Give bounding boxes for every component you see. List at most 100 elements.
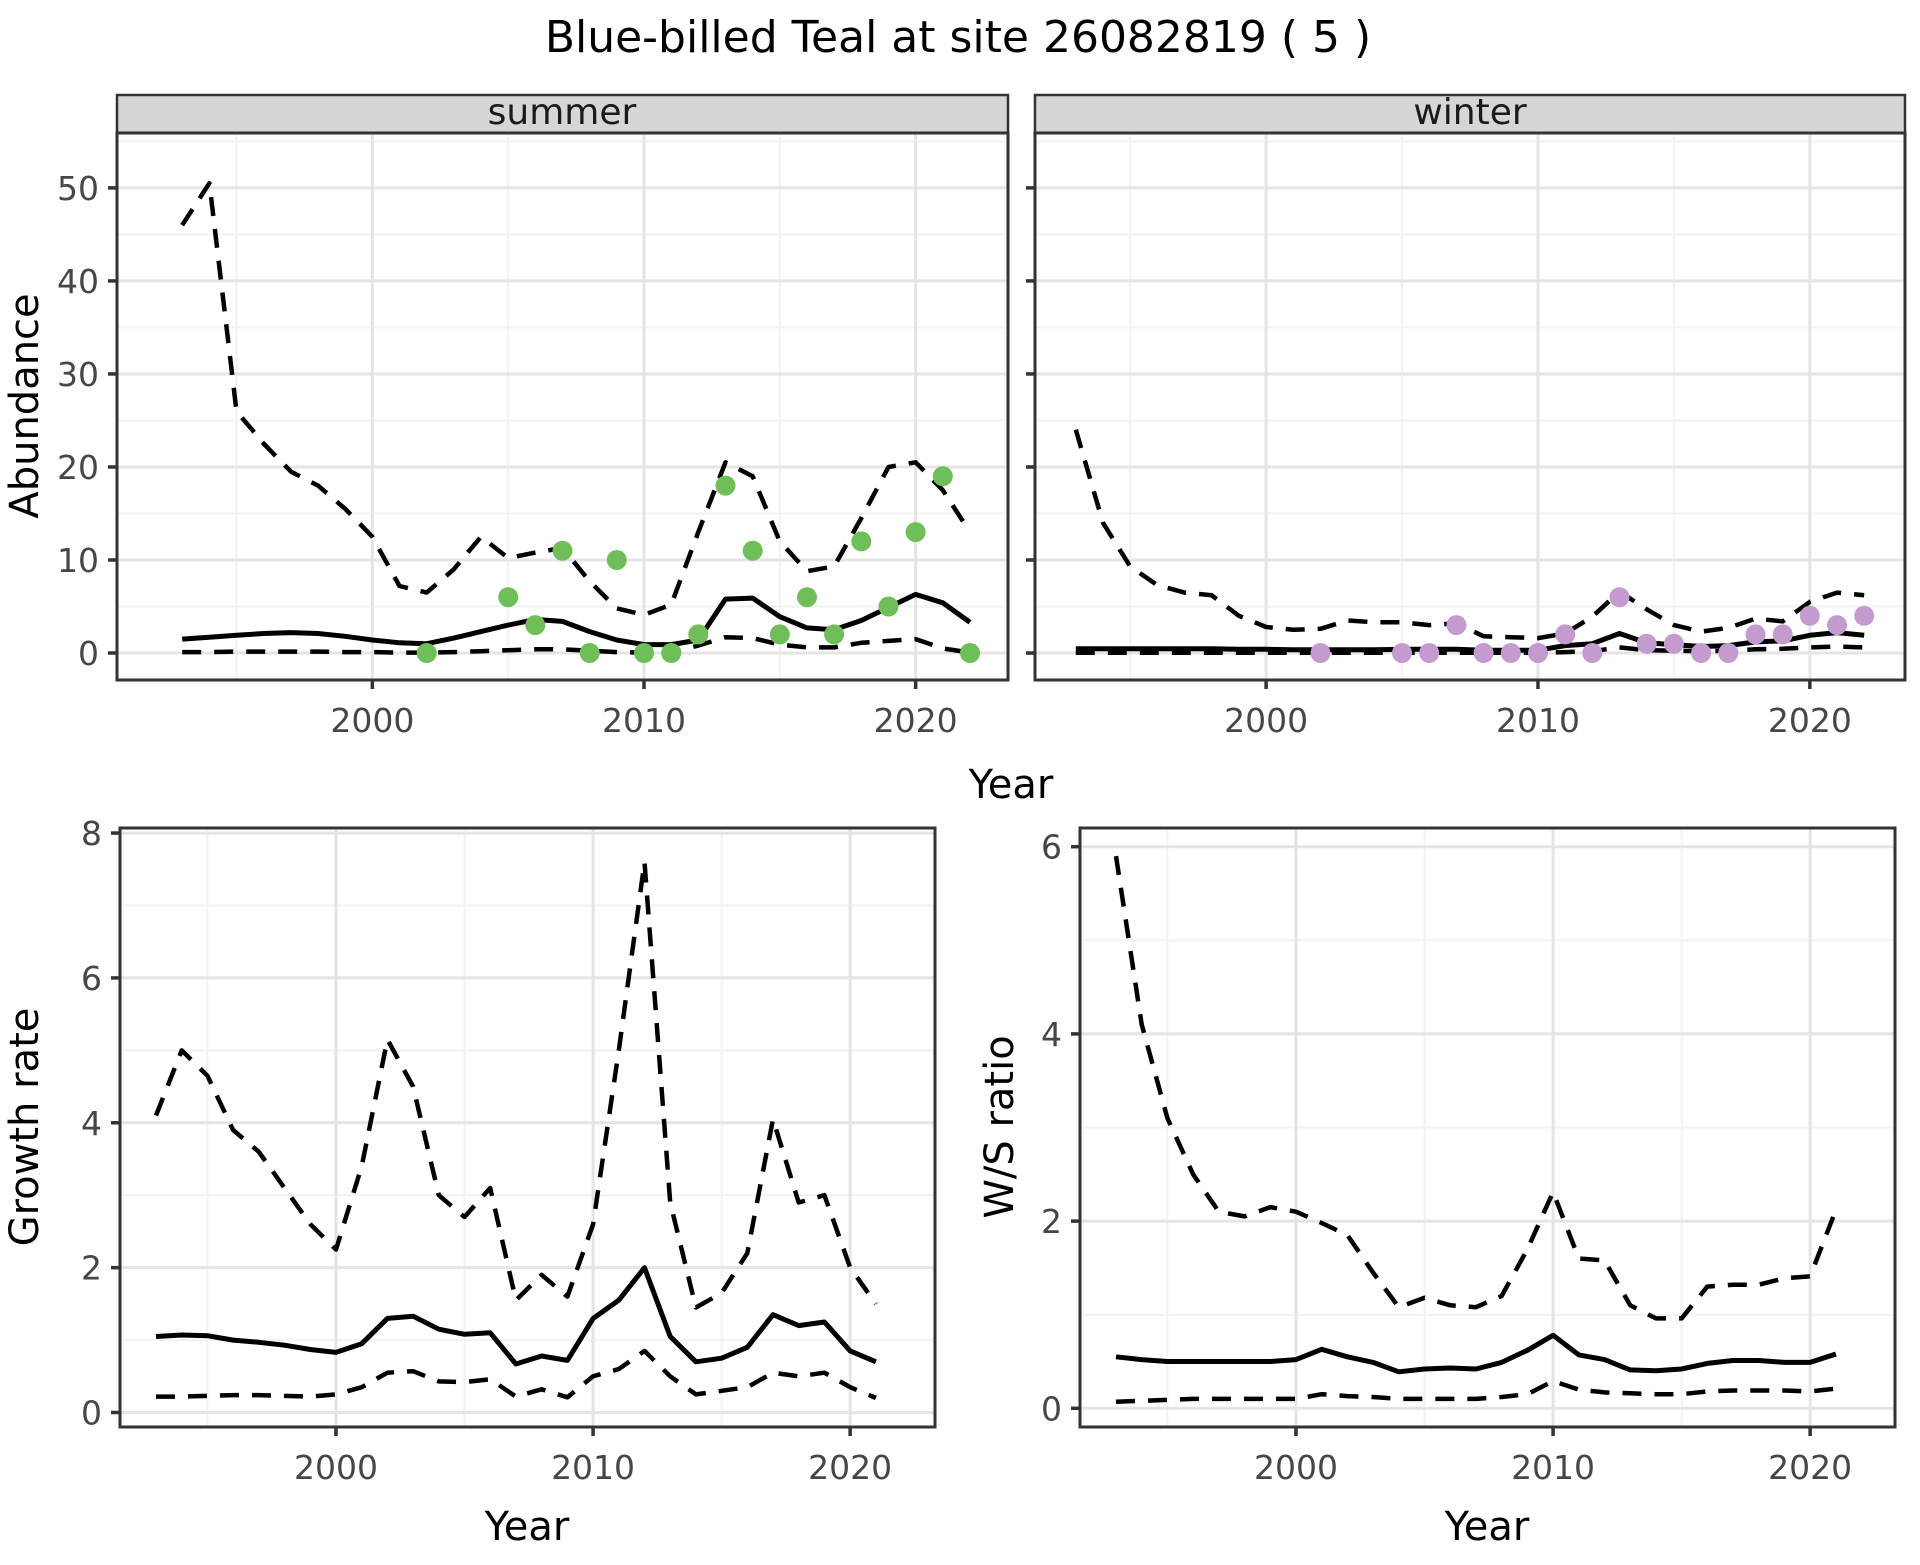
observation-point bbox=[1827, 615, 1847, 636]
y-tick-label: 8 bbox=[81, 814, 102, 853]
axis-ticks: 0 2 4 6 8 2000 2010 2020 bbox=[81, 814, 892, 1487]
x-tick-label: 2020 bbox=[1768, 1448, 1852, 1487]
axis-ticks: 2000 2010 2020 bbox=[1026, 186, 1852, 740]
observation-point bbox=[878, 596, 899, 617]
observation-point bbox=[1528, 643, 1548, 663]
panel-growth-rate: 0 2 4 6 8 2000 2010 2020 bbox=[81, 814, 937, 1487]
panel-background bbox=[117, 133, 1008, 680]
facet-strip-summer: summer bbox=[115, 92, 1010, 135]
observation-point bbox=[1636, 633, 1657, 654]
upper-ci-line bbox=[153, 859, 878, 1310]
x-tick-label: 2010 bbox=[1511, 1448, 1595, 1487]
panel-ws-ratio: 0 2 4 6 2000 2010 2020 bbox=[1041, 826, 1897, 1487]
x-tick-label: 2010 bbox=[1496, 701, 1580, 740]
x-tick-label: 2000 bbox=[294, 1448, 378, 1487]
observation-point bbox=[661, 643, 682, 663]
observation-point bbox=[498, 587, 519, 608]
y-tick-label: 20 bbox=[57, 448, 99, 487]
x-tick-label: 2020 bbox=[874, 701, 958, 740]
y-tick-label: 50 bbox=[57, 169, 99, 208]
grid-major bbox=[120, 828, 935, 1427]
observation-point bbox=[1663, 633, 1684, 654]
panel-abundance-winter: 2000 2010 2020 bbox=[1026, 131, 1907, 740]
mean-line bbox=[1115, 1332, 1837, 1375]
observation-point bbox=[932, 466, 953, 487]
upper-ci-line bbox=[180, 180, 972, 618]
observation-point bbox=[797, 587, 817, 608]
mean-line bbox=[155, 1265, 877, 1367]
lower-ci-line bbox=[182, 634, 971, 655]
x-axis-title-year-bottom-right: Year bbox=[1444, 1504, 1530, 1550]
y-tick-label: 40 bbox=[57, 262, 99, 301]
panel-background bbox=[1035, 133, 1905, 680]
observation-point bbox=[1582, 643, 1603, 663]
observed-counts-points bbox=[416, 466, 980, 663]
x-tick-label: 2010 bbox=[551, 1448, 635, 1487]
facet-strip-winter-label: winter bbox=[1413, 92, 1527, 133]
y-tick-label: 6 bbox=[1041, 828, 1062, 867]
observed-counts-points bbox=[1310, 587, 1875, 663]
upper-ci-line bbox=[1073, 429, 1865, 641]
grid-minor bbox=[120, 828, 935, 1427]
y-tick-label: 30 bbox=[57, 355, 99, 394]
x-tick-label: 2010 bbox=[602, 701, 686, 740]
observation-point bbox=[960, 643, 980, 663]
x-tick-label: 2020 bbox=[808, 1448, 892, 1487]
y-tick-label: 4 bbox=[1041, 1015, 1062, 1054]
observation-point bbox=[1446, 615, 1467, 636]
facet-strip-summer-label: summer bbox=[488, 92, 637, 133]
observation-point bbox=[769, 624, 790, 645]
observation-point bbox=[525, 615, 546, 636]
y-tick-label: 2 bbox=[1041, 1202, 1062, 1241]
x-tick-label: 2020 bbox=[1768, 701, 1852, 740]
grid-major bbox=[117, 133, 1008, 680]
grid-major bbox=[1080, 828, 1895, 1427]
observation-point bbox=[1419, 643, 1440, 663]
observation-point bbox=[1500, 643, 1521, 663]
observation-point bbox=[634, 643, 654, 663]
facet-strip-winter-background bbox=[1033, 93, 1907, 135]
x-tick-label: 2000 bbox=[330, 701, 414, 740]
y-axis-title-abundance: Abundance bbox=[2, 293, 48, 518]
grid-minor bbox=[1080, 828, 1895, 1427]
y-tick-label: 0 bbox=[1041, 1389, 1062, 1428]
x-axis-title-year-top: Year bbox=[968, 762, 1054, 808]
observation-point bbox=[1745, 624, 1766, 645]
observation-point bbox=[1473, 643, 1494, 663]
observation-point bbox=[552, 540, 573, 561]
observation-point bbox=[579, 643, 600, 663]
y-tick-label: 4 bbox=[81, 1104, 102, 1143]
y-tick-label: 6 bbox=[81, 959, 102, 998]
x-tick-label: 2000 bbox=[1254, 1448, 1338, 1487]
panel-abundance-summer: 0 10 20 30 40 50 2000 2010 2020 bbox=[57, 131, 1010, 740]
observation-point bbox=[688, 624, 709, 645]
y-tick-label: 2 bbox=[81, 1249, 102, 1288]
axis-ticks: 0 10 20 30 40 50 2000 2010 2020 bbox=[57, 169, 958, 740]
observation-point bbox=[1609, 587, 1630, 608]
panel-border bbox=[1078, 826, 1897, 1429]
observation-point bbox=[715, 475, 736, 496]
upper-ci-line bbox=[1113, 855, 1838, 1321]
observation-point bbox=[1718, 643, 1739, 663]
observation-point bbox=[1772, 624, 1793, 645]
y-tick-label: 0 bbox=[78, 634, 99, 673]
y-tick-label: 10 bbox=[57, 541, 99, 580]
x-axis-title-year-bottom-left: Year bbox=[484, 1504, 570, 1550]
observation-point bbox=[851, 531, 872, 552]
y-tick-label: 0 bbox=[81, 1394, 102, 1433]
panel-border bbox=[115, 131, 1010, 682]
observation-point bbox=[1555, 624, 1576, 645]
facet-strip-summer-background bbox=[115, 93, 1010, 135]
lower-ci-line bbox=[1115, 1378, 1837, 1404]
observation-point bbox=[1310, 643, 1331, 663]
panel-border bbox=[1033, 131, 1907, 682]
y-axis-title-growth-rate: Growth rate bbox=[2, 1008, 48, 1247]
observation-point bbox=[606, 550, 627, 570]
observation-point bbox=[824, 624, 845, 645]
panel-background bbox=[120, 828, 935, 1427]
chart-title: Blue-billed Teal at site 26082819 ( 5 ) bbox=[545, 12, 1371, 63]
y-axis-title-ws-ratio: W/S ratio bbox=[977, 1035, 1023, 1218]
panel-border bbox=[118, 826, 937, 1429]
